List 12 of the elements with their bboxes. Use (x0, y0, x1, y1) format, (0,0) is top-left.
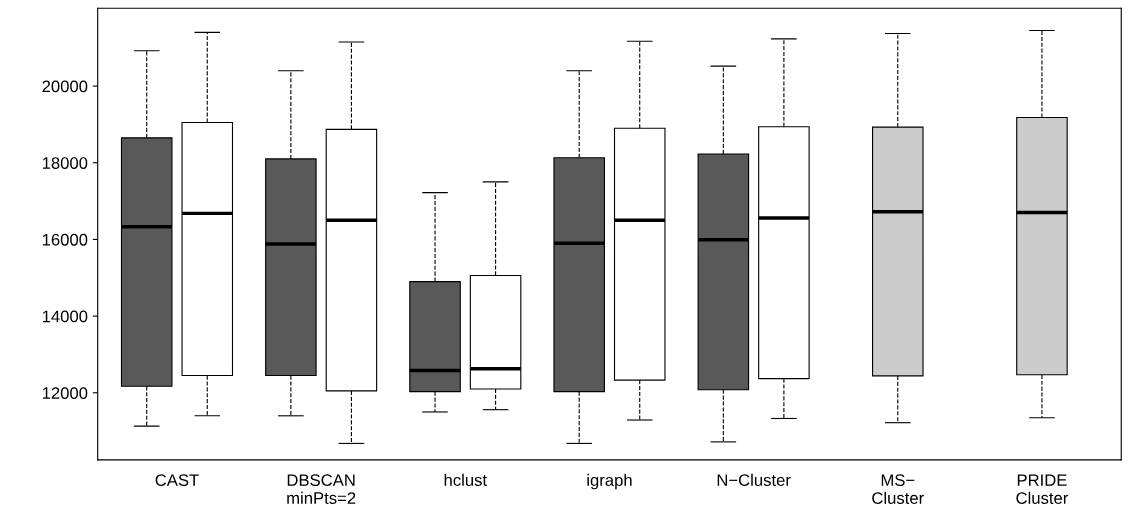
y-tick-label: 18000 (42, 157, 88, 169)
x-tick-label: CAST (155, 474, 199, 487)
y-tick-label: 12000 (42, 387, 88, 399)
x-tick-label: N−Cluster (717, 473, 791, 487)
x-tick-label: hclust (444, 473, 487, 487)
x-tick-label: MS− Cluster (872, 474, 924, 504)
x-tick-label: PRIDE Cluster (1016, 474, 1069, 504)
y-tick-label: 16000 (42, 233, 88, 246)
x-tick-label: DBSCAN minPts=2 (287, 474, 356, 504)
x-tick-label: igraph (587, 473, 632, 490)
y-tick-label: 14000 (42, 310, 88, 323)
y-tick-label: 20000 (42, 80, 88, 93)
